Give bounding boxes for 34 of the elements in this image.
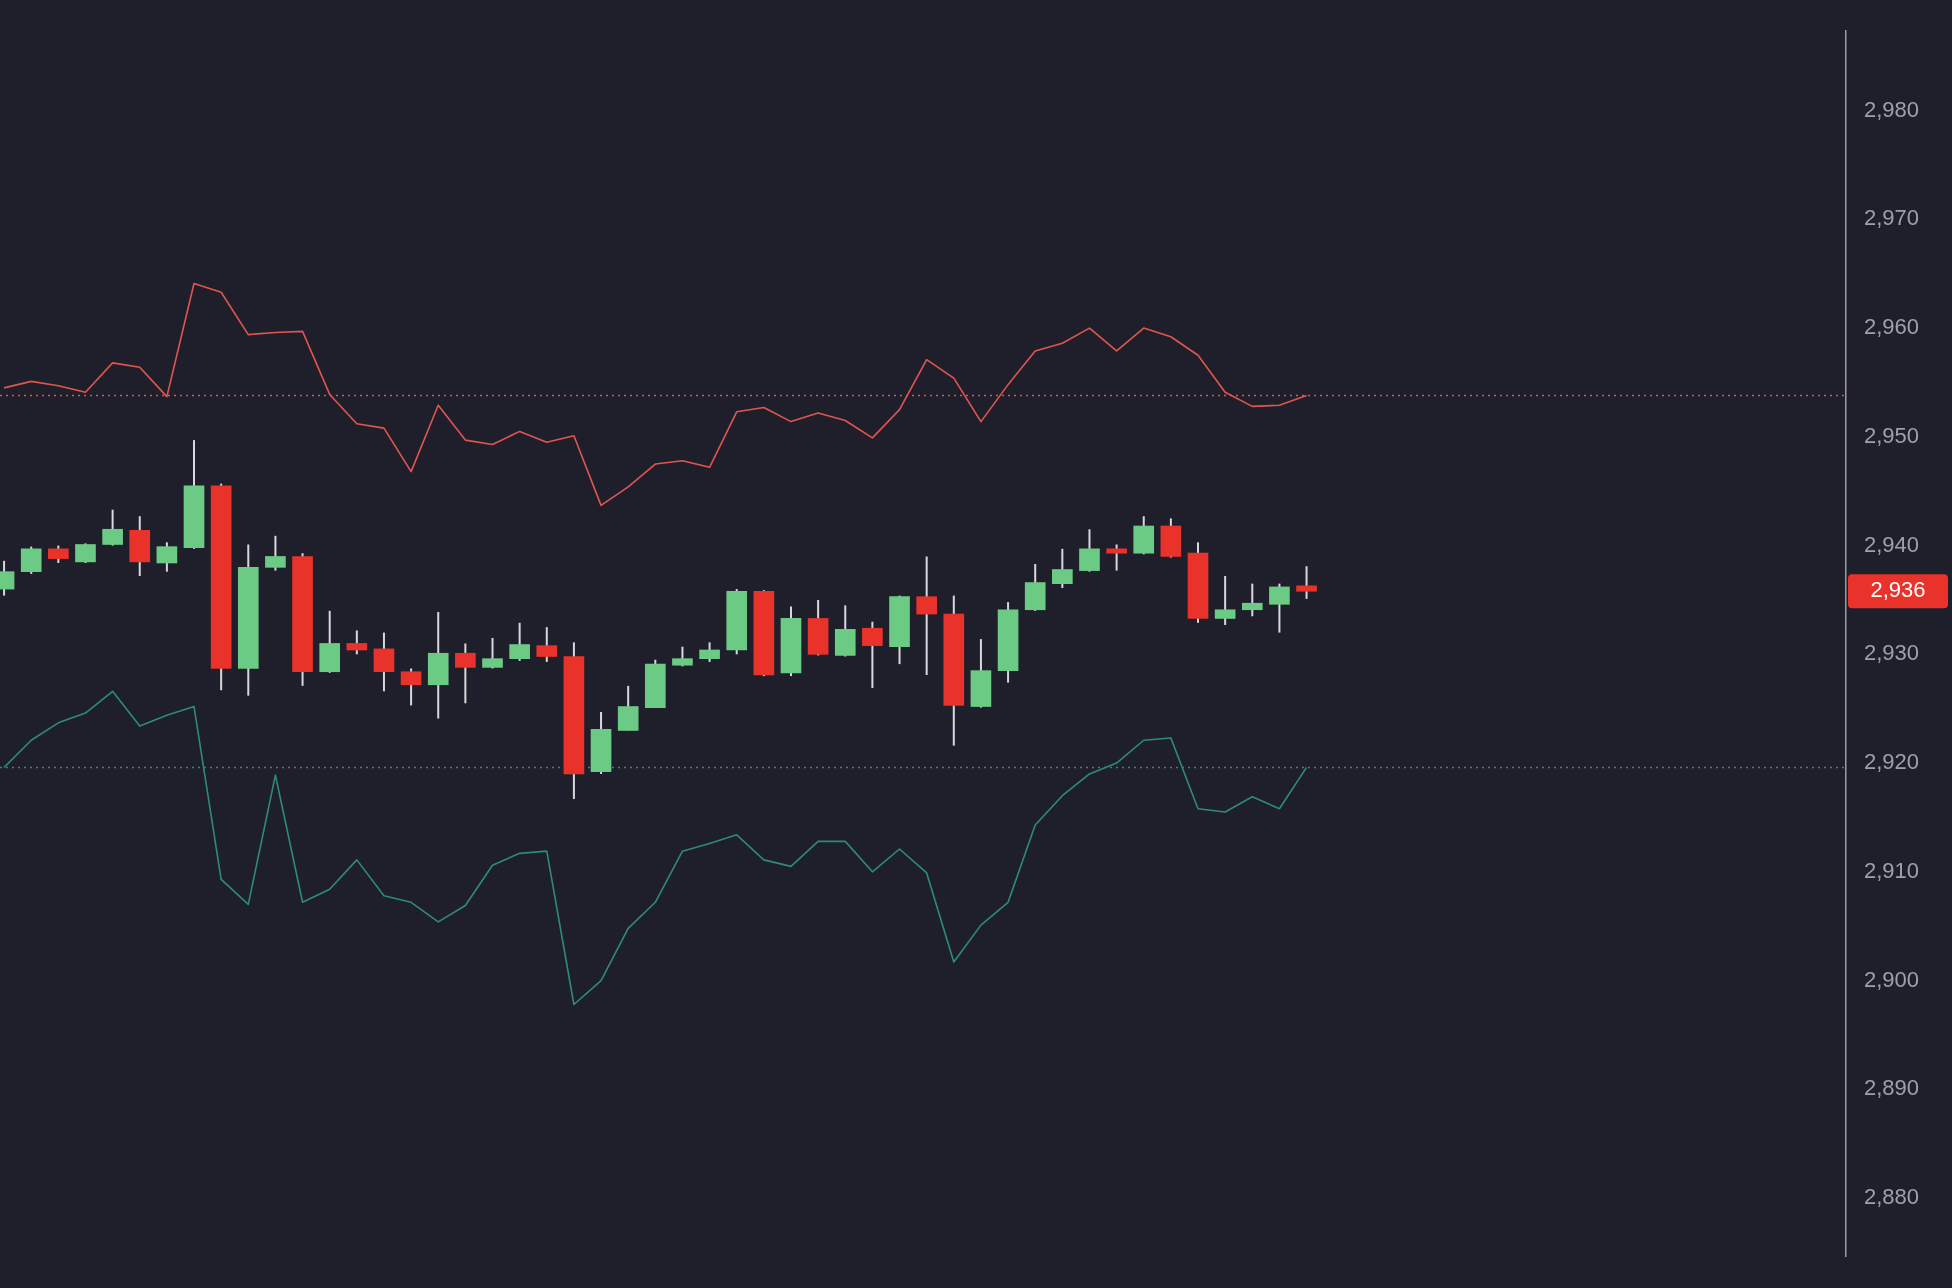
y-tick-label: 2,890: [1864, 1075, 1920, 1101]
candlestick: [1052, 547, 1073, 589]
candlestick: [1296, 565, 1317, 600]
candlestick: [1214, 575, 1236, 626]
candlestick: [699, 641, 720, 663]
y-tick-label: 2,960: [1864, 314, 1920, 340]
candlestick: [536, 626, 558, 663]
candlestick: [346, 629, 368, 656]
candlestick: [1079, 528, 1100, 573]
candlestick: [1106, 543, 1127, 572]
y-tick-label: 2,920: [1864, 749, 1920, 775]
candlestick: [373, 631, 395, 693]
y-tick-label: 2,900: [1864, 966, 1920, 992]
candlestick: [1241, 582, 1263, 618]
candlestick: [455, 642, 476, 705]
y-tick-label: 2,930: [1864, 640, 1920, 666]
text: 2,936: [1870, 577, 1926, 603]
y-tick-label: 2,950: [1864, 422, 1920, 448]
candlestick: [400, 667, 422, 707]
y-tick-label: 2,880: [1864, 1184, 1920, 1210]
candlestick: [265, 534, 286, 572]
candlestick: [1269, 582, 1290, 634]
candlestick: [916, 555, 937, 676]
candlestick: [482, 637, 503, 670]
candlestick: [102, 508, 123, 547]
candlestick: [156, 541, 178, 573]
y-tick-label: 2,980: [1864, 96, 1920, 122]
y-tick-label: 2,940: [1864, 531, 1920, 557]
y-tick-label: 2,910: [1864, 857, 1920, 883]
candlestick: [862, 620, 883, 690]
y-tick-label: 2,970: [1864, 205, 1920, 231]
candlestick: [20, 545, 42, 575]
candlestick: [509, 621, 530, 662]
candlestick: [75, 542, 96, 564]
